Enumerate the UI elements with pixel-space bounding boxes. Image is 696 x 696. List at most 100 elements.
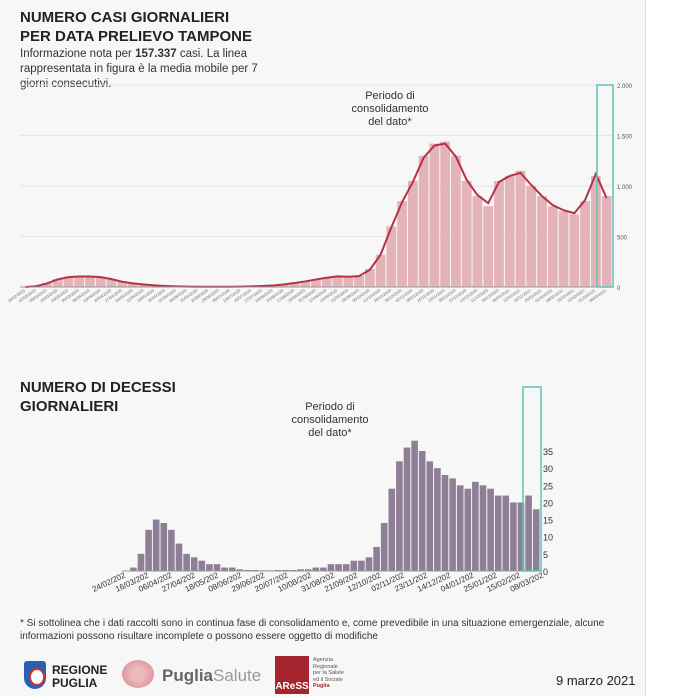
deaths-consolidation-label: Periodo di consolidamento del dato* xyxy=(270,401,390,440)
regione-puglia-logo: REGIONE PUGLIA xyxy=(24,657,107,693)
deaths-bar xyxy=(426,461,434,571)
deaths-bar xyxy=(365,557,373,571)
info-suffix: casi. La linea rappresentata in figura è… xyxy=(20,48,258,90)
deaths-bar xyxy=(236,569,244,571)
y-tick-label: 30 xyxy=(543,464,553,474)
deaths-bar xyxy=(418,451,426,571)
label-line: consolidamento xyxy=(291,414,369,426)
info-count: 157.337 xyxy=(135,48,177,60)
deaths-bar xyxy=(517,502,525,571)
deaths-bar xyxy=(160,523,168,571)
cases-bar xyxy=(74,276,85,287)
logo-text: Agenzia xyxy=(313,657,333,663)
title-line: NUMERO CASI GIORNALIERI xyxy=(20,9,230,26)
deaths-bar xyxy=(289,569,297,571)
deaths-bar xyxy=(152,519,160,571)
cases-bar xyxy=(278,284,289,287)
deaths-bar xyxy=(198,560,206,571)
cases-bar xyxy=(343,276,354,287)
logo-text: Puglia xyxy=(313,683,330,689)
deaths-bar xyxy=(441,475,449,571)
cases-bar xyxy=(461,180,472,287)
cases-bar xyxy=(418,155,429,287)
moving-average-line xyxy=(25,142,608,288)
deaths-bar xyxy=(297,569,304,571)
deaths-bar xyxy=(350,560,358,571)
y-tick-label: 0 xyxy=(543,567,548,577)
deaths-bar xyxy=(396,461,403,571)
label-line: del dato* xyxy=(308,427,352,439)
y-tick-label: 0 xyxy=(617,286,621,292)
puglia-salute-logo: PugliaSalute xyxy=(120,658,280,692)
label-line: Periodo di xyxy=(365,90,415,102)
deaths-bar xyxy=(190,557,198,571)
logo-text: Salute xyxy=(213,666,262,685)
cases-bar xyxy=(504,175,515,287)
cases-bar xyxy=(289,282,300,287)
cases-bar xyxy=(494,180,504,287)
cases-bar xyxy=(569,214,580,287)
cases-bar xyxy=(580,201,590,287)
deaths-bar xyxy=(137,553,145,571)
deaths-bar xyxy=(327,564,335,571)
deaths-bar xyxy=(532,509,540,571)
label-line: consolidamento xyxy=(351,103,429,115)
deaths-bar xyxy=(221,567,228,571)
y-tick-label: 10 xyxy=(543,533,553,543)
title-line: NUMERO DI DECESSI xyxy=(20,379,176,396)
cases-bar xyxy=(601,196,612,287)
cases-bar xyxy=(311,279,321,287)
title-line: GIORNALIERI xyxy=(20,398,119,415)
title-line: PER DATA PRELIEVO TAMPONE xyxy=(20,28,252,45)
y-tick-label: 5 xyxy=(543,550,548,560)
aress-mark: AReSS xyxy=(275,656,309,694)
deaths-bar xyxy=(342,564,350,571)
cases-bar xyxy=(537,196,547,287)
publication-date: 9 marzo 2021 xyxy=(556,673,636,688)
aress-logo: AReSS Agenzia Regionale per la Salute ed il… xyxy=(275,656,375,694)
deaths-bar xyxy=(487,488,494,571)
logo-text: ed il Sociale xyxy=(313,676,343,683)
y-tick-label: 25 xyxy=(543,481,553,491)
y-tick-label: 1.500 xyxy=(617,135,633,141)
cases-bar xyxy=(42,282,52,287)
page-edge xyxy=(645,0,696,696)
cases-bar xyxy=(515,170,526,287)
deaths-bar xyxy=(183,553,190,571)
deaths-bar xyxy=(373,547,380,571)
cases-bar xyxy=(95,276,106,287)
deaths-bar xyxy=(145,529,152,571)
deaths-bar xyxy=(380,523,388,571)
deaths-bar xyxy=(274,569,282,571)
deaths-bar xyxy=(502,495,510,571)
cases-bar xyxy=(375,254,386,287)
cases-bar xyxy=(332,275,343,287)
y-tick-label: 20 xyxy=(543,498,553,508)
deaths-bar xyxy=(479,485,487,571)
footnote: * Si sottolinea che i dati raccolti sono… xyxy=(20,618,605,642)
y-tick-label: 2.000 xyxy=(617,84,633,90)
logo-text: Regionale xyxy=(313,663,338,670)
deaths-bar xyxy=(335,564,342,571)
coat-of-arms-icon xyxy=(24,661,46,689)
deaths-bar xyxy=(213,564,221,571)
deaths-bar xyxy=(304,569,312,571)
cases-bar xyxy=(451,155,461,287)
cases-bar xyxy=(364,268,375,287)
consolidation-box xyxy=(522,386,542,572)
deaths-bar xyxy=(403,447,411,571)
deaths-chart-title: NUMERO DI DECESSI GIORNALIERI xyxy=(20,378,176,416)
deaths-bar xyxy=(251,569,259,571)
cases-bar xyxy=(483,206,494,287)
cases-bar xyxy=(85,276,95,287)
deaths-bar xyxy=(244,569,251,571)
deaths-bar xyxy=(358,560,365,571)
cases-bar xyxy=(106,279,117,287)
cases-bar xyxy=(590,175,601,287)
y-tick-label: 1.000 xyxy=(617,185,633,191)
cases-bar xyxy=(117,281,128,287)
label-line: del dato* xyxy=(368,116,412,128)
cases-consolidation-label: Periodo di consolidamento del dato* xyxy=(330,90,450,129)
